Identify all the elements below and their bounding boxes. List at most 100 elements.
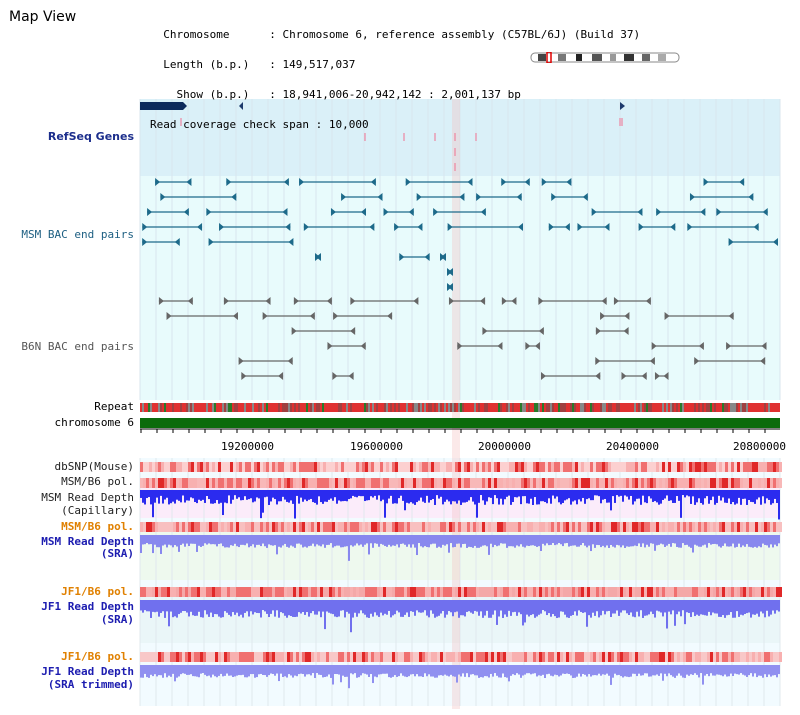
msm-capillary-depth-bar [248,490,250,500]
jf1-trim-depth-bar [218,665,220,676]
jf1-trim-depth-bar [580,665,582,677]
jf1-trim-depth-bar [588,665,590,675]
jf1-sra-depth-bar [236,600,238,613]
jf1-trim-depth-bar [516,665,518,674]
dbsnp-cell [215,462,218,472]
msm-b6-pol2-cell [683,522,686,532]
repeat-block [564,403,566,412]
dbsnp-cell [620,462,623,472]
repeat-block [340,403,342,412]
track-label-msm-bac[interactable]: MSM BAC end pairs [21,228,134,241]
msm-b6-pol-cell [497,478,500,488]
jf1-trim-depth-bar [448,665,450,677]
repeat-block [438,403,440,412]
jf1-b6-pol-cell [254,587,257,597]
jf1-trim-depth-bar [260,665,262,674]
msm-b6-pol2-cell [335,522,338,532]
msm-b6-pol2-cell [254,522,257,532]
jf1-b6-pol2-cell [500,652,503,662]
msm-capillary-depth-bar [386,490,388,504]
msm-sra-depth-bar [764,535,766,545]
track-label-msm-read-depth-sra[interactable]: MSM Read Depth [41,535,134,548]
jf1-b6-pol-cell [638,587,641,597]
msm-b6-pol2-cell [461,522,464,532]
msm-sra-depth-bar [438,535,440,547]
jf1-sra-depth-bar [366,600,368,618]
dbsnp-cell [692,462,695,472]
jf1-b6-pol-cell [170,587,173,597]
msm-sra-depth-bar [196,535,198,552]
track-label-jf1-b6-pol-2[interactable]: JF1/B6 pol. [61,650,134,663]
msm-capillary-depth-bar [262,490,264,513]
msm-capillary-depth-bar [556,490,558,497]
msm-b6-pol-cell [401,478,404,488]
msm-sra-depth-bar [716,535,718,545]
msm-capillary-depth-bar [606,490,608,503]
jf1-sra-depth-bar [268,600,270,618]
jf1-b6-pol2-cell [479,652,482,662]
track-label-b6n-bac[interactable]: B6N BAC end pairs [21,340,134,353]
msm-bac-pair-tail [441,253,446,261]
repeat-block [510,403,512,412]
jf1-sra-depth-bar [280,600,282,613]
jf1-sra-depth-bar [162,600,164,612]
region-info: Chromosome : Chromosome 6, reference ass… [150,10,640,140]
track-label-jf1-read-depth-trim[interactable]: JF1 Read Depth [41,665,134,678]
msm-capillary-depth-bar [374,490,376,496]
jf1-sra-depth-bar [244,600,246,613]
repeat-block [544,403,546,412]
msm-b6-pol-cell [317,478,320,488]
repeat-block [606,403,608,412]
msm-sra-depth-bar [148,535,150,545]
repeat-block [750,403,752,412]
track-label-msm-b6-pol-2[interactable]: MSM/B6 pol. [61,520,134,533]
repeat-block [146,403,148,412]
track-label-refseq[interactable]: RefSeq Genes [47,130,134,143]
msm-capillary-depth-bar [454,490,456,502]
track-label-jf1-read-depth-sra[interactable]: JF1 Read Depth [41,600,134,613]
repeat-block [714,403,716,412]
dbsnp-cell [311,462,314,472]
b6n-bac-pair-head [501,297,507,305]
jf1-sra-depth-bar [358,600,360,614]
msm-b6-pol-cell [509,478,512,488]
jf1-trim-depth-bar [674,665,676,678]
msm-capillary-depth-bar [546,490,548,504]
track-label-msm-read-depth-cap[interactable]: MSM Read Depth [41,491,134,504]
msm-b6-pol-cell [245,478,248,488]
msm-bac-pair-head [638,223,644,231]
jf1-trim-depth-bar [670,665,672,676]
dbsnp-cell [401,462,404,472]
msm-sra-depth-bar [374,535,376,544]
jf1-trim-depth-bar [390,665,392,678]
msm-b6-pol-cell [494,478,497,488]
b6n-bac-pair-head [595,357,601,365]
repeat-block [176,403,178,412]
msm-capillary-depth-bar [220,490,222,503]
msm-sra-depth-bar [494,535,496,545]
jf1-trim-depth-bar [220,665,222,674]
jf1-trim-depth-bar [546,665,548,675]
jf1-b6-pol-cell [272,587,275,597]
track-label-dbsnp[interactable]: dbSNP(Mouse) [54,460,134,473]
jf1-trim-depth-bar [622,665,624,678]
jf1-b6-pol2-cell [266,652,269,662]
jf1-b6-pol-cell [248,587,251,597]
track-label-repeat[interactable]: Repeat [94,400,134,413]
chromosome-ideogram-icon[interactable] [530,52,680,63]
jf1-sra-depth-bar [720,600,722,617]
repeat-block [454,403,456,412]
msm-capillary-depth-bar [392,490,394,504]
jf1-b6-pol-cell [650,587,653,597]
jf1-b6-pol2-cell [557,652,560,662]
dbsnp-cell [302,462,305,472]
msm-capillary-depth-bar [414,490,416,505]
track-label-msm-b6-pol-1[interactable]: MSM/B6 pol. [61,475,134,488]
repeat-block [424,403,426,412]
track-label-chromosome[interactable]: chromosome 6 [54,416,134,429]
repeat-block [502,403,504,412]
dbsnp-cell [212,462,215,472]
track-label-jf1-b6-pol-1[interactable]: JF1/B6 pol. [61,585,134,598]
msm-sra-depth-bar [298,535,300,544]
